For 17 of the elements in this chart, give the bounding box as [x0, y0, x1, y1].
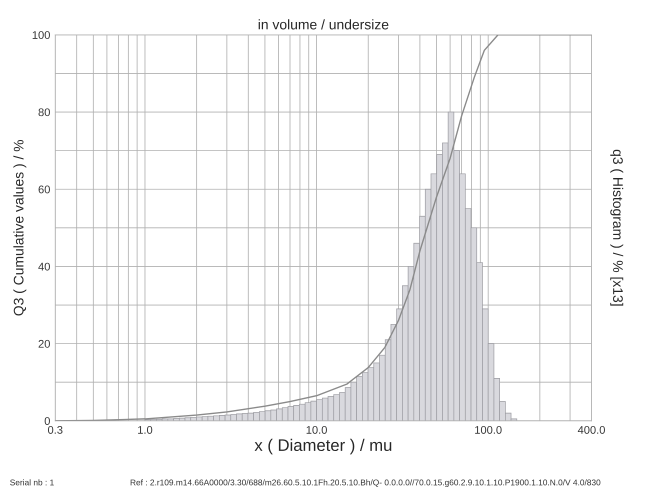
y-tick-label: 20 — [38, 340, 50, 348]
x-tick-label: 400.0 — [578, 426, 605, 434]
text: Ref : 2.r109.m14.66A0000/3.30/688/m26.60.5.10.1Fh.20.5.10.Bh/Q- 0.0.0.0//70.0.15.g60.2.9.10.1.10.P1900.1.10.N.0/V 4.0/830 — [130, 479, 600, 488]
y-tick-label: 40 — [38, 262, 50, 271]
text: Serial nb : 1 — [10, 479, 54, 486]
x-axis-title: x ( Diameter ) / mu — [254, 438, 392, 454]
chart-title: in volume / undersize — [258, 19, 388, 30]
y-tick-label: 0 — [44, 417, 50, 425]
y-axis-title: Q3 ( Cumulative values ) / % — [13, 140, 26, 316]
y-tick-label: 100 — [32, 31, 50, 39]
x-tick-label: 100.0 — [475, 426, 502, 434]
x-tick-label: 0.3 — [48, 426, 62, 434]
x-tick-label: 1.0 — [138, 426, 152, 434]
y-tick-label: 60 — [38, 186, 50, 194]
y-tick-label: 80 — [38, 108, 50, 116]
y2-axis-title: q3 ( Histogram ) / % [x13] — [610, 150, 624, 306]
x-tick-label: 10.0 — [306, 426, 327, 434]
